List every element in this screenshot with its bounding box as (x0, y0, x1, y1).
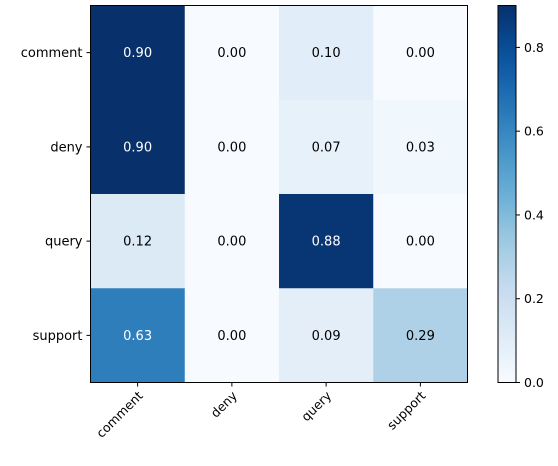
heatmap-cell-2-2 (279, 194, 374, 289)
heatmap-cell-3-2 (279, 288, 374, 383)
colorbar-tick-label-2: 0.4 (524, 207, 544, 222)
y-tick-label-comment: comment (21, 46, 83, 61)
colorbar: 0.0 0.2 0.4 0.6 0.8 (497, 5, 544, 390)
cell-label-2-0: 0.12 (123, 235, 152, 250)
heatmap-cell-3-0 (90, 288, 186, 383)
cell-label-1-2: 0.07 (312, 140, 341, 155)
x-tick-label-query: query (298, 388, 335, 425)
axes-frame (90, 5, 468, 383)
x-tick-label-support: support (384, 388, 429, 433)
heatmap-cell-0-0 (90, 5, 186, 101)
cell-label-3-2: 0.09 (312, 329, 341, 344)
heatmap-cell-2-0 (90, 194, 186, 289)
x-axis: comment deny query support (93, 382, 429, 441)
cell-label-2-2: 0.88 (312, 235, 341, 250)
x-tick-label-comment: comment (93, 388, 146, 441)
colorbar-tick-label-1: 0.2 (524, 291, 544, 306)
heatmap-cell-0-1 (184, 5, 280, 101)
colorbar-tick-label-0: 0.0 (524, 375, 544, 390)
heatmap-cell-1-3 (373, 99, 468, 195)
heatmap-cell-0-3 (373, 5, 468, 101)
colorbar-frame (497, 5, 517, 383)
heatmap-cell-1-1 (184, 99, 280, 195)
cell-label-0-1: 0.00 (217, 46, 246, 61)
heatmap-cell-2-1 (184, 194, 280, 289)
cell-label-3-0: 0.63 (123, 329, 152, 344)
cell-label-0-2: 0.10 (312, 46, 341, 61)
cell-label-0-3: 0.00 (406, 46, 435, 61)
heatmap-cell-2-3 (373, 194, 468, 289)
y-tick-label-support: support (33, 329, 83, 344)
heatmap-cell-1-2 (279, 99, 374, 195)
x-tick-label-deny: deny (208, 388, 241, 421)
cell-label-3-1: 0.00 (217, 329, 246, 344)
colorbar-tick-label-3: 0.6 (524, 124, 544, 139)
heatmap-cells: 0.90 0.00 0.10 0.00 0.90 0.00 0.07 0.03 0.12 0.00… (90, 5, 468, 383)
cell-label-1-1: 0.00 (217, 140, 246, 155)
y-axis: comment deny query support (21, 46, 91, 344)
heatmap-cell-0-2 (279, 5, 374, 101)
cell-label-0-0: 0.90 (123, 46, 152, 61)
cell-label-1-0: 0.90 (123, 140, 152, 155)
heatmap-cell-3-3 (373, 288, 468, 383)
cell-label-2-3: 0.00 (406, 235, 435, 250)
cell-label-3-3: 0.29 (406, 329, 435, 344)
cell-label-2-1: 0.00 (217, 235, 246, 250)
y-tick-label-query: query (45, 235, 83, 250)
colorbar-tick-label-4: 0.8 (524, 40, 544, 55)
y-tick-label-deny: deny (50, 140, 82, 155)
heatmap-cell-1-0 (90, 99, 186, 195)
colorbar-fill (498, 5, 516, 383)
heatmap-cell-3-1 (184, 288, 280, 383)
cell-label-1-3: 0.03 (406, 140, 435, 155)
